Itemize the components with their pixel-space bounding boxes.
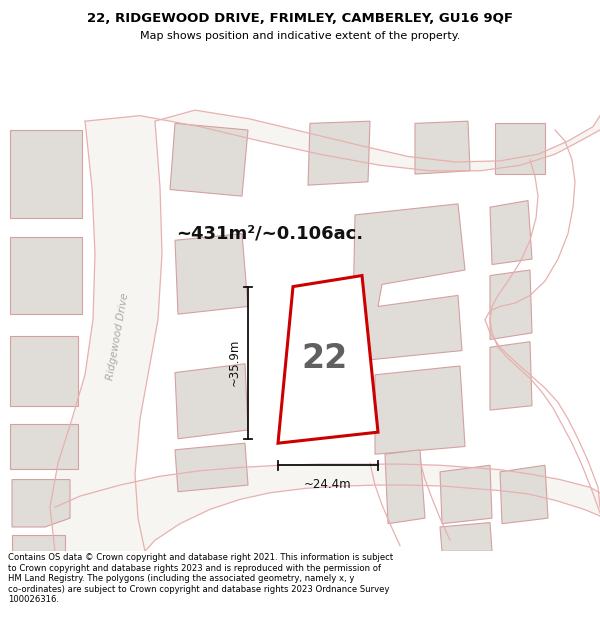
Polygon shape	[10, 424, 78, 469]
Polygon shape	[10, 237, 82, 314]
Polygon shape	[500, 465, 548, 524]
Polygon shape	[415, 121, 470, 174]
Polygon shape	[490, 342, 532, 410]
Polygon shape	[385, 450, 425, 524]
Polygon shape	[55, 464, 600, 551]
Polygon shape	[495, 123, 545, 174]
Text: ~35.9m: ~35.9m	[227, 339, 241, 386]
Polygon shape	[175, 443, 248, 492]
Polygon shape	[308, 121, 370, 185]
Polygon shape	[175, 364, 248, 439]
Polygon shape	[278, 276, 378, 443]
Polygon shape	[85, 110, 600, 171]
Polygon shape	[440, 465, 492, 524]
Text: ~431m²/~0.106ac.: ~431m²/~0.106ac.	[176, 224, 364, 243]
Polygon shape	[10, 130, 82, 218]
Polygon shape	[490, 270, 532, 339]
Text: Contains OS data © Crown copyright and database right 2021. This information is : Contains OS data © Crown copyright and d…	[8, 554, 393, 604]
Text: ~24.4m: ~24.4m	[304, 479, 352, 491]
Text: 22, RIDGEWOOD DRIVE, FRIMLEY, CAMBERLEY, GU16 9QF: 22, RIDGEWOOD DRIVE, FRIMLEY, CAMBERLEY,…	[87, 12, 513, 25]
Polygon shape	[375, 366, 465, 454]
Polygon shape	[170, 123, 248, 196]
Text: Map shows position and indicative extent of the property.: Map shows position and indicative extent…	[140, 31, 460, 41]
Text: Ridgewood Drive: Ridgewood Drive	[106, 292, 131, 381]
Polygon shape	[12, 479, 70, 527]
Polygon shape	[12, 535, 65, 551]
Polygon shape	[490, 201, 532, 264]
Polygon shape	[440, 522, 492, 551]
Polygon shape	[175, 234, 248, 314]
Text: 22: 22	[302, 342, 348, 375]
Polygon shape	[50, 121, 162, 551]
Polygon shape	[352, 204, 465, 362]
Polygon shape	[10, 336, 78, 406]
